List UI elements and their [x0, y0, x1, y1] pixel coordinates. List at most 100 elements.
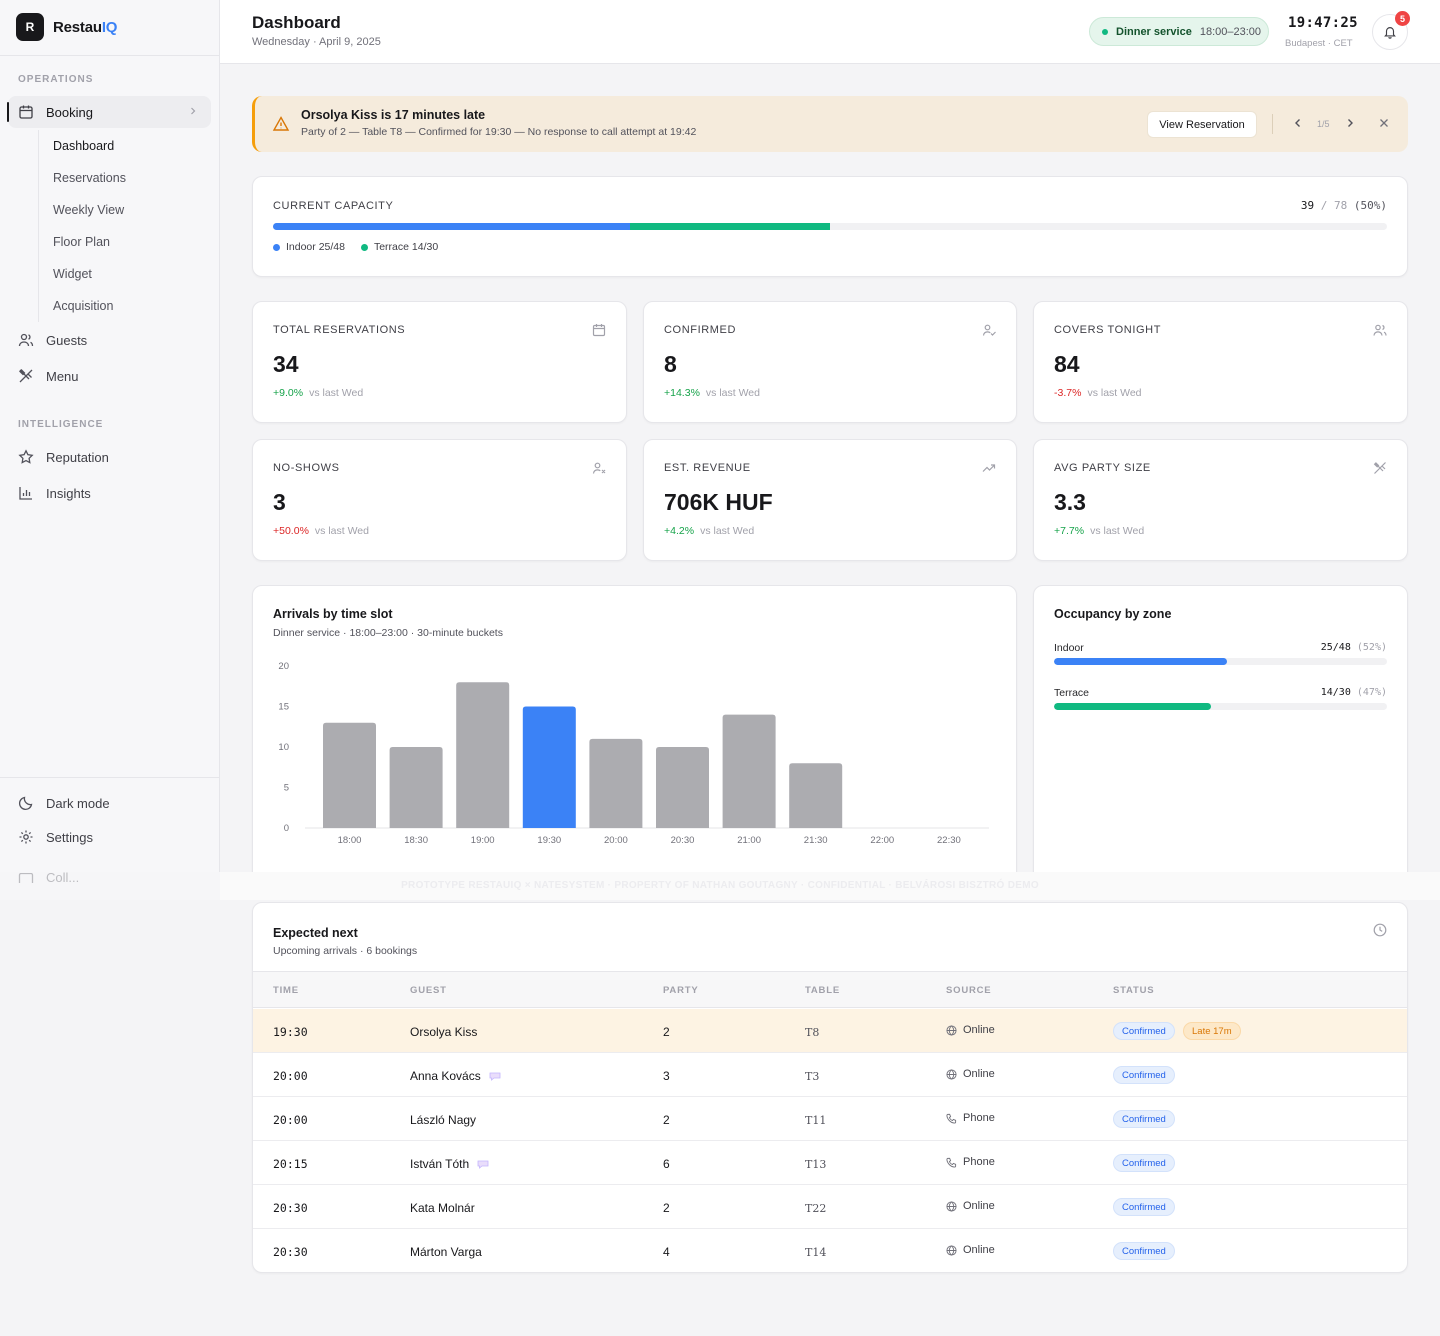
clock-timezone: Budapest · CET	[1285, 38, 1353, 49]
x-tick-label: 21:00	[737, 835, 761, 846]
page-title: Dashboard	[252, 13, 341, 32]
table-row[interactable]: 20:00 László Nagy 2 T11 Phone Confirmed	[253, 1097, 1407, 1141]
sidebar-item-booking[interactable]: Booking	[7, 96, 211, 128]
sidebar-item-label: Dark mode	[46, 795, 110, 811]
sidebar-subitem-dashboard[interactable]: Dashboard	[53, 139, 115, 153]
sidebar-overflow: Coll...	[0, 870, 220, 900]
zone-bar	[1054, 703, 1387, 710]
zone-value: 14/30 (47%)	[1320, 687, 1387, 698]
chevron-right-icon[interactable]	[1343, 116, 1357, 130]
stat-value: 3.3	[1054, 489, 1086, 515]
capacity-legend: Indoor 25/48 Terrace 14/30	[273, 241, 438, 253]
phone-icon	[946, 1113, 957, 1124]
bar-2130[interactable]	[789, 763, 843, 828]
sidebar-item-guests[interactable]: Guests	[8, 324, 211, 356]
stat-card-covers-tonight[interactable]: COVERS TONIGHT 84 -3.7% vs last Wed	[1033, 301, 1408, 423]
column-header[interactable]: GUEST	[410, 985, 447, 996]
sidebar-item-menu[interactable]: Menu	[8, 360, 211, 392]
column-header[interactable]: PARTY	[663, 985, 699, 996]
alert-description: Party of 2 — Table T8 — Confirmed for 19…	[301, 126, 697, 138]
live-clock: 19:47:25	[1288, 15, 1358, 31]
users-icon	[18, 333, 34, 347]
sidebar-item-insights[interactable]: Insights	[8, 477, 211, 509]
zone-bar	[1054, 658, 1387, 665]
panel-icon	[18, 872, 34, 883]
stat-card-avg-party-size[interactable]: AVG PARTY SIZE 3.3 +7.7% vs last Wed	[1033, 439, 1408, 561]
y-tick-label: 20	[278, 661, 289, 672]
arrivals-bar-chart: 0 5 10 15 20 18:00 18:30 19:00 19:30 20:00 20:30 21…	[278, 661, 989, 846]
stat-delta: -3.7% vs last Wed	[1054, 387, 1142, 399]
stat-value: 3	[273, 489, 286, 515]
bar-1900[interactable]	[456, 682, 510, 828]
sidebar-item-label: Reputation	[46, 449, 109, 465]
note-bubble-icon[interactable]	[477, 1160, 489, 1170]
stat-label: NO-SHOWS	[273, 462, 340, 474]
note-bubble-icon[interactable]	[489, 1072, 501, 1082]
x-tick-label: 19:00	[471, 835, 495, 846]
cell-table: T14	[805, 1246, 827, 1259]
stat-card-no-shows[interactable]: NO-SHOWS 3 +50.0% vs last Wed	[252, 439, 627, 561]
cell-time: 20:00	[273, 1113, 308, 1127]
view-reservation-button[interactable]: View Reservation	[1147, 111, 1257, 138]
stat-card-est-revenue[interactable]: EST. REVENUE 706K HUF +4.2% vs last Wed	[643, 439, 1017, 561]
table-row[interactable]: 20:00 Anna Kovács 3 T3 Online Confirmed	[253, 1053, 1407, 1097]
bar-2000[interactable]	[589, 738, 643, 828]
cell-guest: István Tóth	[410, 1157, 489, 1171]
cell-party: 2	[663, 1201, 670, 1215]
bar-2030[interactable]	[656, 747, 709, 828]
table-row[interactable]: 20:30 Márton Varga 4 T14 Online Confirmed	[253, 1229, 1407, 1272]
stat-card-confirmed[interactable]: CONFIRMED 8 +14.3% vs last Wed	[643, 301, 1017, 423]
service-status-badge[interactable]: Dinner service 18:00–23:00	[1089, 17, 1269, 46]
sidebar-item-label: Menu	[46, 368, 79, 384]
notifications-button[interactable]: 5	[1372, 11, 1410, 50]
cell-guest: Anna Kovács	[410, 1069, 501, 1083]
service-hours: 18:00–23:00	[1199, 25, 1261, 38]
chevron-left-icon[interactable]	[1291, 116, 1305, 130]
bar-2100[interactable]	[722, 714, 776, 828]
stat-card-total-reservations[interactable]: TOTAL RESERVATIONS 34 +9.0% vs last Wed	[252, 301, 627, 423]
column-header[interactable]: TABLE	[805, 985, 840, 996]
x-tick-label: 22:30	[937, 835, 961, 846]
notification-count-badge: 5	[1395, 11, 1410, 26]
table-row[interactable]: 20:30 Kata Molnár 2 T22 Online Confirmed	[253, 1185, 1407, 1229]
sidebar-item-label: Guests	[46, 332, 88, 348]
brand[interactable]: R RestauIQ	[16, 13, 117, 41]
sidebar-subitem-floor-plan[interactable]: Floor Plan	[53, 235, 110, 249]
stat-delta: +9.0% vs last Wed	[273, 387, 364, 399]
sidebar-item-reputation[interactable]: Reputation	[8, 441, 211, 473]
sidebar-subitem-acquisition[interactable]: Acquisition	[53, 299, 114, 313]
stat-value: 34	[273, 351, 299, 377]
stat-delta: +4.2% vs last Wed	[664, 525, 755, 537]
table-row[interactable]: 19:30 Orsolya Kiss 2 T8 Online Confirmed Late …	[253, 1009, 1407, 1053]
dark-mode-toggle[interactable]: Dark mode	[8, 787, 211, 819]
cell-source: Online	[946, 1244, 995, 1256]
zone-bar-fill	[1054, 658, 1228, 665]
capacity-label: CURRENT CAPACITY	[273, 200, 394, 212]
chevron-right-icon	[191, 107, 196, 115]
brand-name: RestauIQ	[53, 18, 118, 36]
sidebar-subitem-reservations[interactable]: Reservations	[53, 171, 126, 185]
page-date: Wednesday · April 9, 2025	[252, 36, 381, 48]
cell-source: Online	[946, 1024, 995, 1036]
occupancy-card: Occupancy by zone Indoor 25/48 (52%) Ter…	[1033, 585, 1408, 885]
gear-icon	[19, 830, 33, 844]
column-header[interactable]: TIME	[273, 985, 299, 996]
cell-source: Phone	[946, 1156, 995, 1168]
stat-delta: +50.0% vs last Wed	[273, 525, 369, 537]
cell-party: 2	[663, 1025, 670, 1039]
sidebar-item-settings[interactable]: Settings	[8, 821, 211, 853]
table-row[interactable]: 20:15 István Tóth 6 T13 Phone Confirmed	[253, 1141, 1407, 1185]
bar-1830[interactable]	[389, 747, 443, 828]
capacity-value: 39 / 78 (50%)	[1300, 199, 1387, 212]
sidebar-subitem-widget[interactable]: Widget	[53, 267, 92, 281]
x-tick-label: 20:30	[671, 835, 695, 846]
sidebar-subitem-weekly-view[interactable]: Weekly View	[53, 203, 125, 217]
bar-1800[interactable]	[323, 722, 376, 828]
bar-1930[interactable]	[522, 706, 576, 829]
status-badge: Confirmed	[1113, 1066, 1175, 1084]
close-icon[interactable]	[1377, 116, 1391, 130]
column-header[interactable]: STATUS	[1113, 985, 1155, 996]
column-header[interactable]: SOURCE	[946, 985, 992, 996]
sidebar-item-collapse[interactable]: Coll...	[18, 870, 79, 885]
bell-icon	[1384, 27, 1396, 39]
